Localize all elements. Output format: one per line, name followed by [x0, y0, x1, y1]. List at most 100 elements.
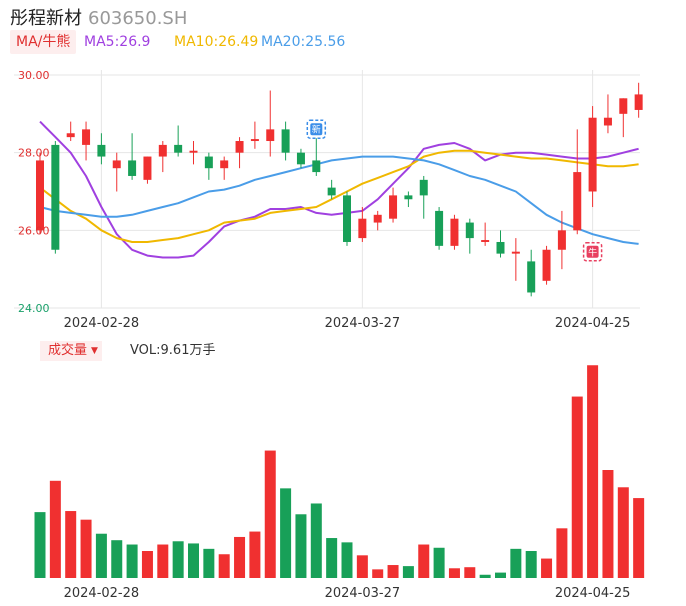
candle-body — [343, 195, 351, 242]
candle-body — [51, 144, 60, 250]
candle-body — [588, 117, 597, 192]
stock-name: 彤程新材 — [10, 8, 82, 29]
volume-bar — [556, 528, 568, 578]
volume-date-label: 2024-03-27 — [325, 586, 401, 601]
candle — [51, 141, 60, 254]
candle-body — [634, 94, 643, 110]
candle-body — [327, 187, 336, 196]
candle — [174, 125, 183, 157]
volume-bar — [587, 365, 599, 578]
signal-markers: 新牛 — [306, 119, 603, 262]
candle — [435, 207, 444, 250]
candle-body — [174, 144, 183, 153]
price-date-label: 2024-03-27 — [325, 316, 401, 331]
candle — [527, 249, 536, 297]
candle-body — [220, 160, 229, 169]
volume-bar — [525, 551, 537, 578]
volume-date-label: 2024-04-25 — [555, 586, 631, 601]
candle — [112, 152, 121, 192]
volume-bar — [448, 568, 460, 578]
ma20-legend-value: MA20:25.56 — [261, 34, 346, 50]
candle-body — [312, 160, 321, 173]
candle-body — [450, 218, 459, 246]
volume-value: VOL:9.61万手 — [130, 343, 216, 358]
volume-indicator-label: 成交量 — [48, 343, 88, 358]
ma-indicator-tab[interactable]: MA/牛熊 — [10, 30, 77, 54]
caret-down-icon: ▼ — [91, 346, 98, 356]
volume-bar — [234, 536, 246, 578]
candle — [204, 152, 213, 180]
candle-body — [250, 139, 259, 142]
candle-body — [465, 222, 474, 239]
candle — [36, 152, 44, 235]
price-tick-label: 28.00 — [18, 147, 50, 160]
volume-bar — [510, 548, 522, 578]
candle — [389, 187, 398, 223]
ma10-legend-value: MA10:26.49 — [174, 34, 259, 50]
candle — [128, 133, 137, 180]
candle — [603, 94, 612, 134]
ma5-legend-value: MA5:26.9 — [84, 34, 151, 50]
candle — [281, 121, 290, 161]
candle — [373, 210, 382, 231]
volume-bar — [249, 531, 261, 578]
candle-body — [404, 195, 413, 200]
volume-bar — [188, 543, 199, 578]
candle — [296, 148, 305, 169]
candle-body — [542, 249, 551, 281]
volume-bar — [141, 551, 153, 578]
candle-body — [511, 251, 520, 254]
candle — [358, 207, 367, 242]
volume-bar — [479, 574, 491, 578]
volume-bar — [602, 470, 614, 578]
candle — [343, 191, 351, 246]
signal-marker-glyph: 牛 — [588, 246, 597, 258]
volume-indicator-dropdown[interactable]: 成交量 ▼ — [40, 341, 102, 361]
volume-bar — [326, 538, 338, 578]
candle-body — [189, 150, 198, 153]
candle-body — [36, 160, 44, 231]
volume-bar — [541, 558, 553, 578]
volume-bar — [495, 572, 506, 578]
volume-bar — [617, 487, 629, 578]
candle — [634, 82, 643, 118]
volume-bar — [633, 498, 645, 578]
candle — [82, 121, 91, 161]
price-date-axis: 2024-02-28 2024-03-27 2024-04-25 — [64, 316, 631, 331]
signal-marker-badge — [310, 123, 323, 136]
volume-bar — [65, 511, 77, 578]
stock-header: 彤程新材 603650.SH — [10, 4, 187, 30]
volume-bar — [402, 566, 414, 578]
candle-body — [82, 129, 91, 145]
candle — [542, 245, 551, 285]
volume-date-label: 2024-02-28 — [64, 586, 140, 601]
signal-marker[interactable]: 牛 — [582, 242, 603, 262]
volume-bar — [418, 544, 430, 578]
volume-bar — [295, 514, 307, 578]
price-date-label: 2024-04-25 — [555, 316, 631, 331]
price-date-label: 2024-02-28 — [64, 316, 140, 331]
candle-body — [527, 261, 536, 293]
candle-body — [97, 144, 106, 157]
signal-marker-glyph: 新 — [312, 124, 321, 136]
volume-bar — [34, 512, 46, 578]
signal-marker-badge — [586, 245, 599, 258]
candle — [419, 175, 428, 219]
price-tick-label: 30.00 — [18, 69, 50, 82]
volume-bar — [172, 541, 184, 578]
candle — [588, 106, 597, 208]
volume-bar — [157, 544, 169, 578]
candle-body — [235, 141, 244, 153]
volume-bar — [433, 547, 445, 578]
candle-body — [358, 218, 367, 239]
candle-body — [389, 195, 398, 219]
candle-body — [419, 179, 428, 196]
volume-bar — [111, 540, 123, 578]
candle-body — [481, 240, 490, 242]
volume-bar — [341, 542, 353, 578]
candle — [404, 191, 413, 208]
volume-bar — [280, 488, 292, 578]
candle — [97, 133, 106, 165]
signal-marker[interactable]: 新 — [306, 119, 327, 139]
